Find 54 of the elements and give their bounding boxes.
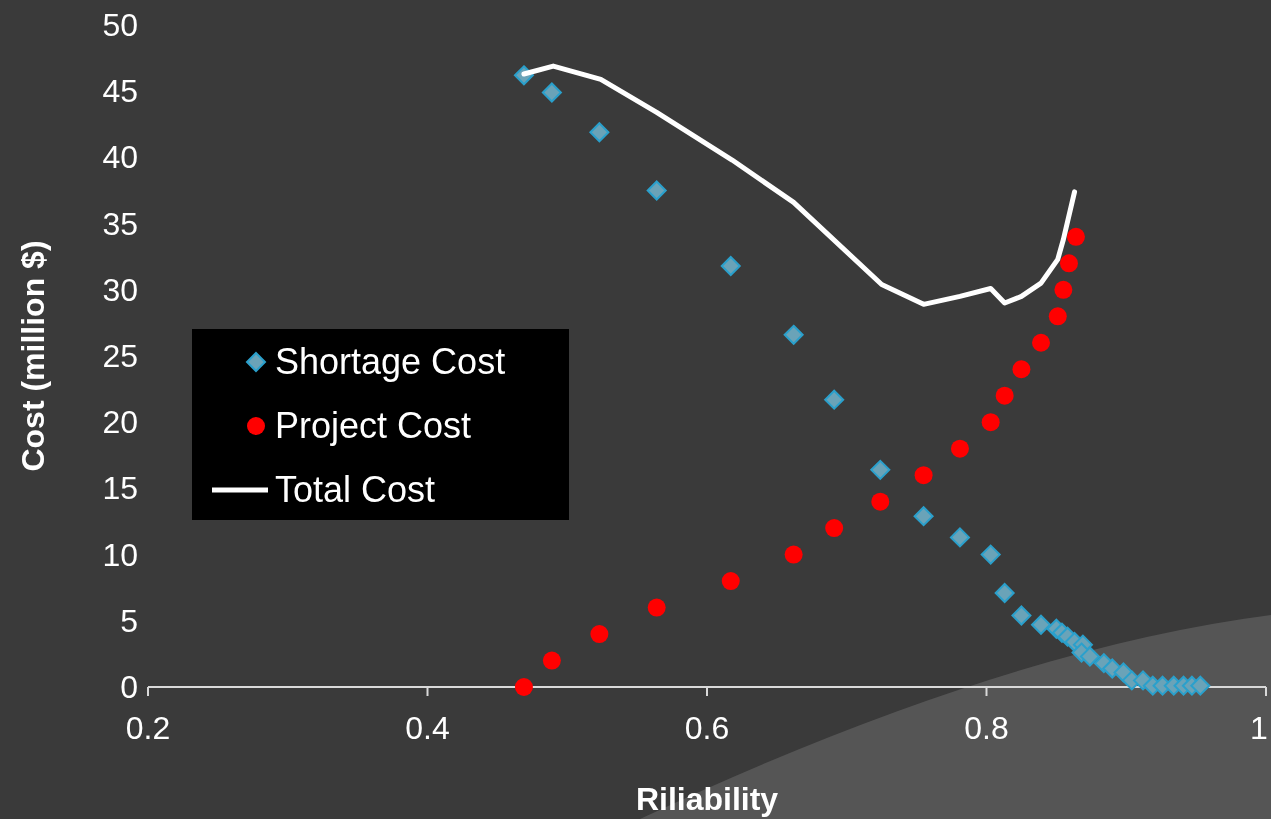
- y-tick-label: 50: [102, 7, 138, 43]
- point: [590, 625, 609, 644]
- point: [646, 180, 667, 201]
- point: [913, 506, 934, 527]
- point: [647, 598, 666, 617]
- legend-label: Project Cost: [275, 405, 472, 446]
- point: [720, 255, 741, 276]
- point: [514, 678, 533, 696]
- point: [1031, 614, 1051, 635]
- point: [1032, 333, 1050, 352]
- point: [980, 544, 1001, 565]
- point: [721, 572, 740, 591]
- x-axis-title: Riliability: [635, 781, 779, 817]
- y-tick-label: 0: [120, 669, 138, 705]
- point: [914, 466, 933, 485]
- y-tick-label: 45: [102, 73, 138, 110]
- point: [542, 651, 561, 670]
- point: [871, 492, 890, 511]
- y-axis-title: Cost (million $): [15, 240, 51, 472]
- x-tick-label: 0.2: [125, 710, 171, 746]
- point: [995, 386, 1014, 405]
- y-tick-label: 5: [120, 602, 138, 639]
- point: [1066, 227, 1085, 246]
- y-tick-label: 20: [102, 404, 138, 441]
- legend-label: Total Cost: [275, 469, 436, 510]
- y-tick-label: 15: [102, 470, 138, 507]
- point: [950, 439, 969, 458]
- point: [870, 459, 891, 480]
- point: [784, 545, 803, 564]
- point: [994, 583, 1015, 603]
- y-tick-label: 10: [102, 536, 138, 573]
- point: [824, 389, 845, 410]
- x-tick-label: 1: [1250, 710, 1268, 746]
- point: [541, 82, 562, 103]
- x-tick-label: 0.4: [405, 710, 450, 746]
- point: [783, 324, 804, 345]
- y-tick-label: 40: [102, 139, 138, 176]
- point: [1190, 675, 1211, 696]
- point: [1011, 605, 1032, 626]
- point: [1079, 646, 1100, 667]
- x-tick-label: 0.6: [684, 710, 730, 746]
- point: [981, 413, 1000, 432]
- y-tick-label: 35: [102, 205, 138, 242]
- x-tick-label: 0.8: [964, 710, 1009, 746]
- point: [949, 527, 970, 548]
- point: [1048, 307, 1067, 326]
- point: [825, 519, 844, 538]
- point: [1059, 254, 1078, 273]
- y-tick-label: 25: [102, 338, 138, 374]
- point: [589, 122, 610, 143]
- legend-label: Shortage Cost: [275, 341, 506, 382]
- point: [1012, 360, 1031, 379]
- y-tick-label: 30: [102, 271, 138, 308]
- point: [1054, 280, 1073, 299]
